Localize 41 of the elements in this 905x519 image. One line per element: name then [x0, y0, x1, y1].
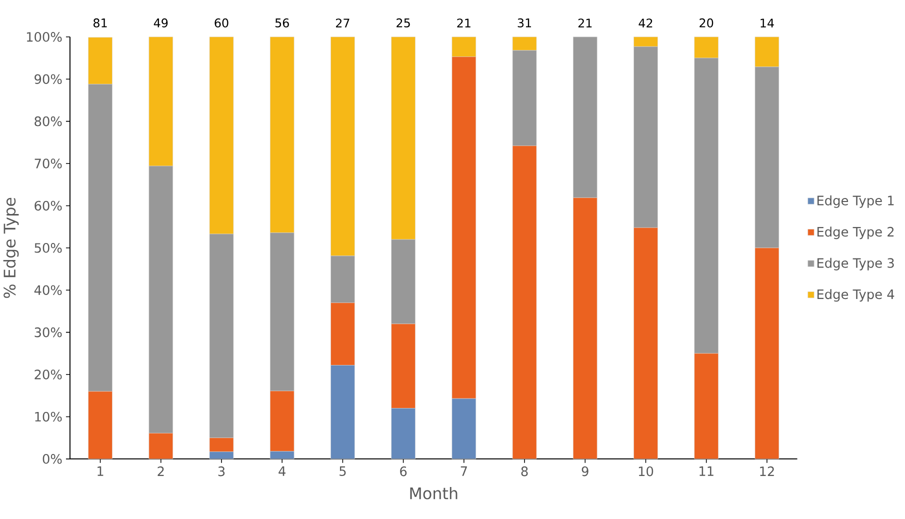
legend-label: Edge Type 1	[817, 196, 894, 208]
y-tick-label: 60%	[34, 200, 62, 211]
text: 49	[154, 18, 168, 28]
x-tick-label: 3	[218, 466, 225, 476]
x-tick-label: 11	[700, 466, 714, 476]
x-tick-label: 8	[521, 466, 528, 476]
x-tick-label: 2	[158, 466, 164, 476]
y-tick-label: 90%	[34, 74, 62, 84]
text: 20	[700, 18, 714, 28]
y-tick-label: 100%	[26, 32, 62, 42]
x-axis-title: Month	[410, 487, 458, 500]
y-axis-title: % Edge Type	[3, 198, 19, 298]
text: 14	[760, 18, 774, 28]
text: 60	[214, 18, 228, 28]
text: 27	[336, 18, 350, 28]
x-tick-label: 9	[582, 466, 588, 476]
x-tick-label: 4	[278, 466, 286, 476]
text: 31	[518, 18, 532, 28]
y-tick-label: 40%	[34, 285, 62, 296]
x-tick-label: 6	[400, 466, 407, 476]
x-tick-label: 5	[340, 466, 346, 476]
text: 25	[396, 18, 410, 28]
text: 42	[638, 18, 652, 28]
legend-label: Edge Type 3	[817, 258, 894, 270]
y-tick-label: 10%	[35, 412, 62, 422]
x-tick-label: 10	[638, 466, 654, 476]
text: 21	[578, 18, 592, 28]
y-tick-label: 70%	[34, 158, 62, 169]
y-tick-label: 50%	[34, 243, 62, 253]
y-tick-label: 80%	[34, 116, 62, 126]
legend-label: Edge Type 2	[817, 226, 894, 240]
y-tick-label: 20%	[34, 370, 62, 380]
text: 21	[457, 18, 470, 28]
x-tick-label: 1	[98, 466, 104, 476]
x-tick-label: 12	[760, 466, 774, 476]
x-tick-label: 7	[460, 466, 467, 476]
text: 56	[275, 18, 289, 28]
y-tick-label: 0%	[42, 454, 62, 464]
legend-label: Edge Type 4	[817, 289, 894, 302]
y-tick-label: 30%	[34, 328, 62, 338]
text: 81	[94, 18, 107, 28]
